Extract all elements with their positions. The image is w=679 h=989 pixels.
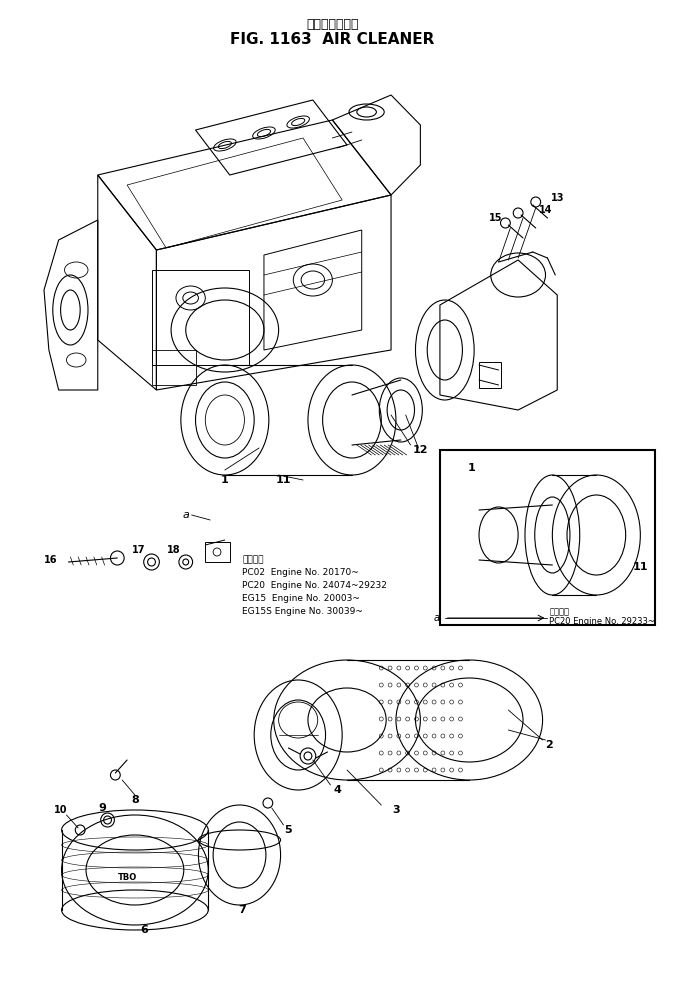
Text: EG15S Engine No. 30039~: EG15S Engine No. 30039~ <box>242 607 363 616</box>
Text: a: a <box>182 510 189 520</box>
Text: 3: 3 <box>392 805 400 815</box>
Text: PC20  Engine No. 24074~29232: PC20 Engine No. 24074~29232 <box>242 581 387 590</box>
Text: a: a <box>434 613 440 623</box>
Text: PC20 Engine No. 29233~: PC20 Engine No. 29233~ <box>549 617 655 626</box>
Text: FIG. 1163  AIR CLEANER: FIG. 1163 AIR CLEANER <box>230 32 435 47</box>
Bar <box>440 450 655 625</box>
Text: エアークリーナ: エアークリーナ <box>306 18 359 31</box>
Text: 8: 8 <box>131 795 139 805</box>
Text: 11: 11 <box>633 562 648 572</box>
Text: 4: 4 <box>333 785 342 795</box>
Text: PC02  Engine No. 20170~: PC02 Engine No. 20170~ <box>242 568 359 577</box>
Text: 16: 16 <box>44 555 58 565</box>
Bar <box>479 362 500 388</box>
Text: TBO: TBO <box>117 873 136 882</box>
Bar <box>205 542 230 562</box>
Text: 7: 7 <box>238 905 246 915</box>
Text: 適用号等: 適用号等 <box>242 555 264 564</box>
Text: 5: 5 <box>285 825 292 835</box>
Text: 17: 17 <box>132 545 145 555</box>
Text: 9: 9 <box>98 803 107 813</box>
Text: 10: 10 <box>54 805 67 815</box>
Text: 14: 14 <box>538 205 552 215</box>
Text: 6: 6 <box>141 925 149 935</box>
Text: 11: 11 <box>276 475 291 485</box>
Text: 1: 1 <box>221 475 229 485</box>
Text: EG15  Engine No. 20003~: EG15 Engine No. 20003~ <box>242 594 361 603</box>
Text: 12: 12 <box>413 445 428 455</box>
Text: 15: 15 <box>489 213 502 223</box>
Text: 適用号等: 適用号等 <box>549 607 570 616</box>
Text: 2: 2 <box>545 740 553 750</box>
Bar <box>151 270 249 365</box>
Text: 13: 13 <box>551 193 564 203</box>
Text: 1: 1 <box>467 463 475 473</box>
Text: 18: 18 <box>167 545 181 555</box>
